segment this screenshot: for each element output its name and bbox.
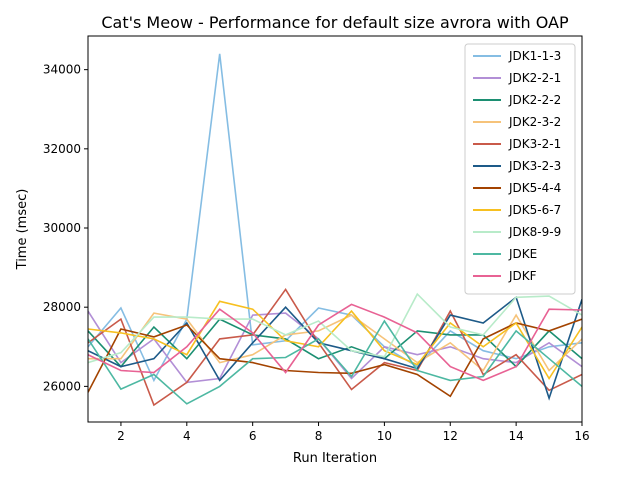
legend-label: JDK2-3-2	[508, 115, 561, 129]
legend-label: JDK3-2-1	[508, 137, 561, 151]
series-line-jdk2-3-2	[88, 312, 582, 372]
y-tick-label: 26000	[43, 379, 81, 393]
series-line-jdk5-4-4	[88, 318, 582, 398]
x-tick-label: 4	[183, 429, 191, 443]
series-line-jdk3-2-1	[88, 287, 582, 407]
legend-label: JDKE	[508, 247, 537, 261]
x-axis-label: Run Iteration	[293, 451, 377, 466]
y-tick-label: 34000	[43, 63, 81, 77]
legend-label: JDK2-2-2	[508, 93, 561, 107]
y-axis-label: Time (msec)	[15, 189, 30, 271]
chart-title: Cat's Meow - Performance for default siz…	[101, 13, 569, 32]
plot-frame	[87, 35, 583, 423]
y-tick-label: 32000	[43, 142, 81, 156]
legend-label: JDK5-6-7	[508, 203, 561, 217]
y-tick-label: 28000	[43, 300, 81, 314]
x-tick-label: 8	[315, 429, 323, 443]
x-axis-ticks: 2 4 6 8 10 12 14 16	[117, 422, 590, 443]
series-line-jdk8-9-9	[88, 292, 582, 364]
legend-label: JDK2-2-1	[508, 71, 561, 85]
x-tick-label: 14	[508, 429, 523, 443]
y-axis-ticks: 26000 28000 30000 32000 34000	[43, 63, 88, 393]
series-line-jdk5-6-7	[88, 300, 582, 381]
y-tick-label: 30000	[43, 221, 81, 235]
legend: JDK1-1-3 JDK2-2-1 JDK2-2-2 JDK2-3-2 JDK3-2-1…	[464, 43, 576, 295]
legend-label: JDK3-2-3	[508, 159, 561, 173]
x-tick-label: 2	[117, 429, 125, 443]
series-line-jdk2-2-2	[88, 318, 582, 368]
x-tick-label: 12	[443, 429, 458, 443]
series-lines	[88, 53, 582, 407]
series-line-jdke	[88, 319, 582, 405]
series-line-jdkf	[88, 303, 582, 382]
series-line-jdk3-2-3	[88, 295, 582, 401]
x-tick-label: 10	[377, 429, 392, 443]
legend-label: JDK1-1-3	[508, 49, 561, 63]
x-tick-label: 6	[249, 429, 257, 443]
legend-label: JDKF	[508, 269, 537, 283]
legend-label: JDK5-4-4	[508, 181, 561, 195]
x-tick-label: 16	[574, 429, 589, 443]
legend-label: JDK8-9-9	[508, 225, 561, 239]
